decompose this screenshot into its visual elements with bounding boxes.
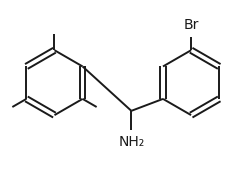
Text: Br: Br	[184, 18, 199, 32]
Text: NH₂: NH₂	[118, 135, 144, 149]
